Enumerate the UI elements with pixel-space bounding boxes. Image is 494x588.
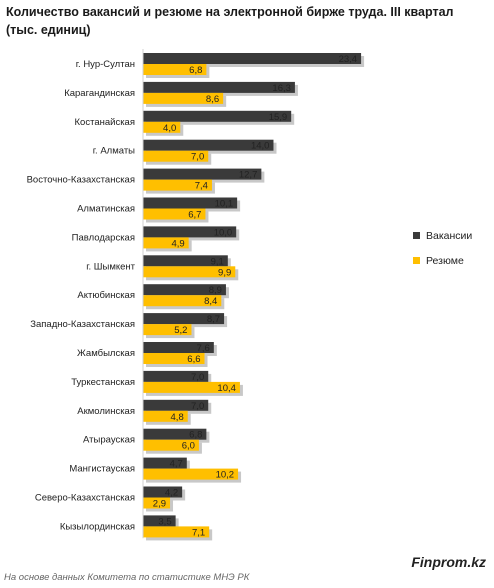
data-label: 6,0 bbox=[182, 441, 195, 452]
resumes-bar bbox=[143, 526, 210, 538]
legend-swatch bbox=[413, 232, 420, 239]
data-label: 6,8 bbox=[189, 65, 202, 76]
category-label: Восточно-Казахстанская bbox=[27, 175, 135, 186]
vacancies-bar bbox=[143, 457, 187, 469]
data-label: 16,3 bbox=[272, 83, 291, 94]
resumes-bar bbox=[143, 121, 181, 133]
vacancies-bar bbox=[143, 399, 209, 411]
legend: Вакансии Резюме bbox=[413, 230, 472, 267]
data-label: 15,9 bbox=[269, 112, 288, 123]
data-label: 4,9 bbox=[171, 238, 184, 249]
vacancies-bar bbox=[143, 168, 262, 180]
data-label: 2,9 bbox=[153, 499, 166, 510]
resumes-bar bbox=[143, 410, 188, 422]
data-label: 5,2 bbox=[174, 325, 187, 336]
data-label: 6,7 bbox=[188, 210, 201, 221]
vacancies-bar bbox=[143, 342, 214, 353]
category-label: Кызылординская bbox=[60, 521, 135, 532]
vacancies-bar bbox=[143, 284, 226, 296]
source-note: На основе данных Комитета по статистике … bbox=[4, 572, 250, 583]
category-label: г. Нур-Султан bbox=[76, 59, 135, 70]
category-label: Жамбылская bbox=[77, 348, 135, 359]
category-label: Мангистауская bbox=[69, 464, 135, 475]
data-label: 10,0 bbox=[214, 227, 233, 238]
legend-swatch bbox=[413, 257, 420, 264]
data-label: 10,4 bbox=[217, 383, 236, 394]
vacancies-bar bbox=[143, 255, 228, 267]
resumes-bar bbox=[143, 179, 212, 191]
vacancies-bar bbox=[143, 428, 207, 440]
vacancies-bar bbox=[143, 197, 238, 209]
resumes-bar bbox=[143, 381, 240, 393]
data-label: 8,6 bbox=[206, 94, 219, 105]
data-label: 9,1 bbox=[211, 256, 224, 267]
vacancies-bar bbox=[143, 370, 209, 382]
data-label: 8,4 bbox=[204, 296, 217, 307]
resumes-bar bbox=[143, 497, 171, 509]
category-label: Костанайская bbox=[75, 117, 135, 128]
resumes-bar bbox=[143, 64, 207, 75]
vacancies-bar bbox=[143, 53, 362, 64]
resumes-bar bbox=[143, 353, 205, 364]
data-label: 23,4 bbox=[339, 54, 358, 65]
data-label: 9,9 bbox=[218, 267, 231, 278]
resumes-bar bbox=[143, 295, 222, 307]
vacancies-bar bbox=[143, 486, 183, 498]
chart-title: Количество вакансий и резюме на электрон… bbox=[6, 5, 454, 37]
vacancies-bar bbox=[143, 110, 292, 122]
category-label: Павлодарская bbox=[72, 232, 135, 243]
resumes-bar bbox=[143, 468, 239, 480]
resumes-bar bbox=[143, 92, 224, 104]
data-label: 4,7 bbox=[170, 459, 183, 470]
legend-entry: Вакансии bbox=[426, 230, 472, 242]
data-label: 4,0 bbox=[163, 123, 176, 134]
category-label: Атырауская bbox=[83, 435, 135, 446]
resumes-bar bbox=[143, 237, 189, 249]
category-label: Акмолинская bbox=[77, 406, 135, 417]
resumes-bar bbox=[143, 439, 199, 451]
data-label: 7,0 bbox=[191, 401, 204, 412]
data-label: 7,4 bbox=[195, 181, 208, 192]
resumes-bar bbox=[143, 208, 206, 220]
data-label: 12,7 bbox=[239, 170, 258, 181]
category-label: Северо-Казахстанская bbox=[35, 493, 135, 504]
brand-watermark: Finprom.kz bbox=[411, 554, 486, 570]
category-label: Карагандинская bbox=[64, 88, 135, 99]
vacancies-bar bbox=[143, 515, 176, 527]
vacancies-bar bbox=[143, 139, 274, 151]
data-label: 4,2 bbox=[165, 488, 178, 499]
vacancies-bar bbox=[143, 313, 225, 325]
data-label: 6,8 bbox=[189, 430, 202, 441]
data-label: 8,7 bbox=[207, 314, 220, 325]
data-label: 6,6 bbox=[187, 354, 200, 365]
category-label: г. Шымкент bbox=[86, 261, 135, 272]
data-label: 7,1 bbox=[192, 527, 205, 538]
vacancies-bar bbox=[143, 81, 295, 93]
category-label: Алматинская bbox=[77, 204, 135, 215]
data-label: 8,9 bbox=[209, 285, 222, 296]
data-label: 7,0 bbox=[191, 152, 204, 163]
data-label: 7,0 bbox=[191, 372, 204, 383]
category-label: Западно-Казахстанская bbox=[30, 319, 135, 330]
bar-chart: г. Нур-Султан Карагандинская Костанайская г… bbox=[27, 49, 472, 541]
category-label: Актюбинская bbox=[77, 290, 135, 301]
data-label: 10,2 bbox=[216, 470, 235, 481]
resumes-bar bbox=[143, 266, 236, 278]
legend-entry: Резюме bbox=[426, 255, 464, 267]
category-labels: г. Нур-Султан Карагандинская Костанайская г… bbox=[27, 59, 136, 532]
data-label: 4,8 bbox=[171, 412, 184, 423]
data-label: 7,6 bbox=[197, 343, 210, 354]
resumes-bar bbox=[143, 324, 192, 336]
data-label: 14,0 bbox=[251, 141, 270, 152]
category-label: г. Алматы bbox=[93, 146, 135, 157]
category-label: Туркестанская bbox=[71, 377, 135, 388]
vacancies-bar bbox=[143, 226, 237, 238]
resumes-bar bbox=[143, 150, 209, 162]
data-label: 3,5 bbox=[158, 516, 171, 527]
data-label: 10,1 bbox=[215, 199, 234, 210]
bars: 23,4 6,8 16,3 8,6 15,9 4,0 14,0 7,0 12,7 7,4 10,1 6… bbox=[142, 49, 365, 541]
